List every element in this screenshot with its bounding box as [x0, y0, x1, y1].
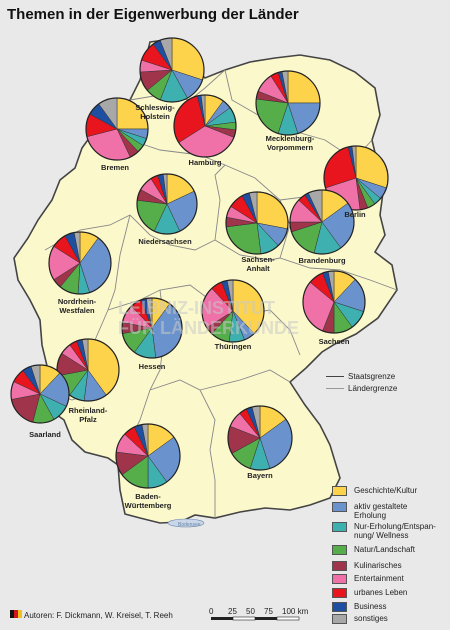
pie-chart: [10, 364, 70, 424]
pie-chart: [225, 191, 289, 255]
state-label: Nordrhein- Westfalen: [57, 297, 97, 315]
pie-chart: [173, 94, 237, 158]
pie-outline: [121, 297, 183, 359]
pie-chart: [323, 145, 389, 211]
state-label: Sachsen- Anhalt: [241, 255, 275, 273]
legend-label-kulinarisch: Kulinarisches: [354, 561, 402, 570]
state-label: Brandenburg: [298, 256, 346, 265]
legend-swatch-entertainment: [332, 574, 347, 584]
germany-outline: [13, 39, 398, 524]
legend-swatch-sonstiges: [332, 614, 347, 624]
state-label: Niedersachsen: [138, 237, 192, 246]
state-label: Rheinland- Pfalz: [68, 406, 108, 424]
pie-chart: [115, 423, 181, 489]
pie-outline: [225, 191, 289, 255]
legend-label-urban: urbanes Leben: [354, 588, 408, 597]
state-label: Bayern: [247, 471, 273, 480]
logo-mark: [10, 610, 22, 618]
pie-outline: [255, 70, 321, 136]
pie-outline: [85, 97, 149, 161]
legend-swatch-business: [332, 602, 347, 612]
state-label: Baden- Württemberg: [124, 492, 172, 510]
state-label: Hessen: [138, 362, 166, 371]
pie-outline: [10, 364, 70, 424]
pie-chart: [85, 97, 149, 161]
legend-label-aktiv: aktiv gestaltete Erholung: [354, 502, 408, 520]
legend-label-geschichte: Geschichte/Kultur: [354, 486, 418, 495]
legend-state-border-line: [326, 376, 344, 377]
legend-label-business: Business: [354, 602, 387, 611]
state-label: Saarland: [29, 430, 61, 439]
legend-state-border-label: Staatsgrenze: [348, 372, 396, 381]
state-label: Thüringen: [214, 342, 252, 351]
state-label: Hamburg: [188, 158, 222, 167]
state-label: Berlin: [344, 210, 366, 219]
pie-outline: [139, 37, 205, 103]
state-label: Bremen: [101, 163, 129, 172]
pie-chart: [255, 70, 321, 136]
pie-outline: [48, 231, 112, 295]
pie-outline: [115, 423, 181, 489]
pie-chart: [48, 231, 112, 295]
legend-land-border-line: [326, 388, 344, 389]
legend-swatch-natur: [332, 545, 347, 555]
scale-tick-label: 25: [228, 607, 237, 616]
pie-outline: [136, 173, 198, 235]
bodensee-lake: [167, 518, 205, 528]
map-title: Themen in der Eigenwerbung der Länder: [7, 6, 299, 23]
pie-outline: [302, 270, 366, 334]
pie-outline: [201, 279, 265, 343]
pie-chart: [139, 37, 205, 103]
pie-chart: [136, 173, 198, 235]
state-label: Sachsen: [318, 337, 350, 346]
pie-layer: [10, 37, 389, 489]
scale-tick-label: 75: [264, 607, 273, 616]
legend-label-entertainment: Entertainment: [354, 574, 404, 583]
legend-swatch-aktiv: [332, 502, 347, 512]
pie-chart: [227, 405, 293, 471]
state-label: Schleswig- Holstein: [135, 103, 175, 121]
scale-bar: [211, 616, 300, 621]
pie-chart: [201, 279, 265, 343]
legend-swatch-urban: [332, 588, 347, 598]
pie-outline: [227, 405, 293, 471]
legend-label-natur: Natur/Landschaft: [354, 545, 415, 554]
legend-swatch-kulinarisch: [332, 561, 347, 571]
scale-tick-label: 50: [246, 607, 255, 616]
legend-label-sonstiges: sonstiges: [354, 614, 388, 623]
pie-outline: [289, 189, 355, 255]
pie-outline: [173, 94, 237, 158]
legend-swatch-wellness: [332, 522, 347, 532]
pie-chart: [289, 189, 355, 255]
legend-label-wellness: Nur-Erholung/Entspan- nung/ Wellness: [354, 522, 436, 540]
pie-chart: [121, 297, 183, 359]
pie-chart: [302, 270, 366, 334]
scale-tick-label: 100 km: [282, 607, 309, 616]
scale-tick-label: 0: [209, 607, 214, 616]
legend-land-border-label: Ländergrenze: [348, 384, 398, 393]
bodensee-label: Bodensee: [178, 522, 201, 528]
legend-swatch-geschichte: [332, 486, 347, 496]
state-label: Mecklenburg- Vorpommern: [265, 134, 315, 152]
pie-outline: [323, 145, 389, 211]
authors-credit: Autoren: F. Dickmann, W. Kreisel, T. Ree…: [24, 611, 173, 620]
